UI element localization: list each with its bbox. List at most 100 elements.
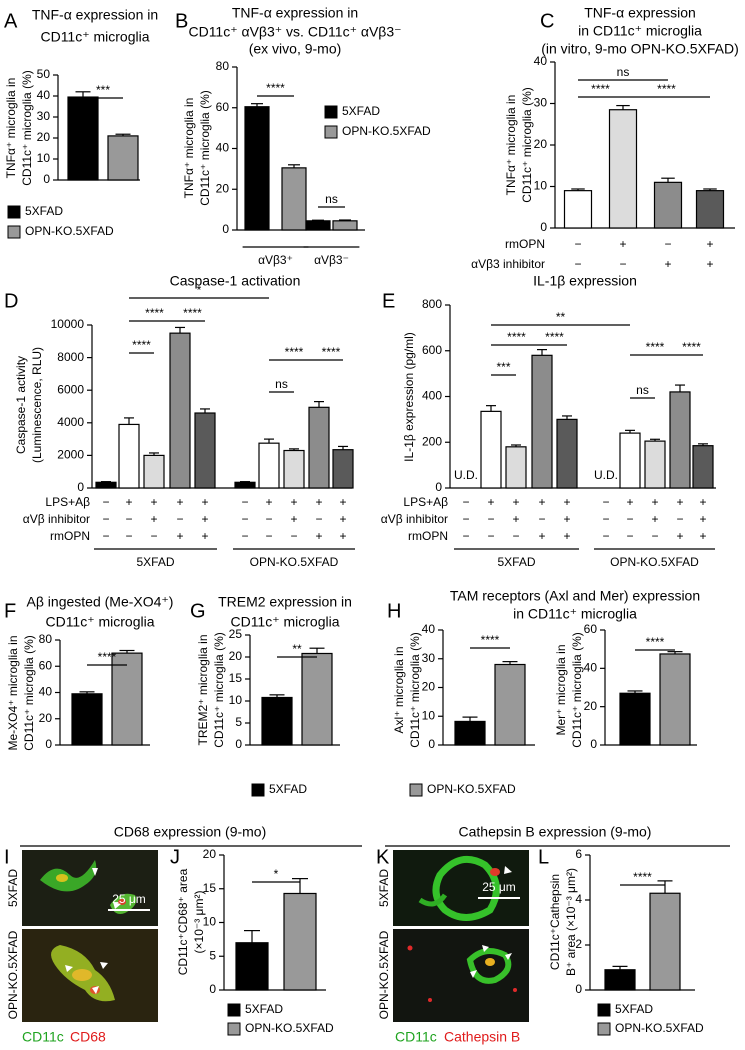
condition-label: LPS+Aβ xyxy=(403,495,448,509)
significance-label: * xyxy=(274,867,279,881)
panel-letter: D xyxy=(4,290,18,312)
condition-mark: + xyxy=(651,512,658,526)
scale-bar-label: 25 μm xyxy=(112,892,146,906)
y-tick-label: 30 xyxy=(534,96,548,110)
condition-mark: + xyxy=(339,512,346,526)
condition-mark: + xyxy=(563,512,570,526)
bar xyxy=(608,109,638,229)
y-tick-label: 20 xyxy=(534,137,548,151)
chart-title: (ex vivo, 9-mo) xyxy=(249,41,342,57)
significance-label: ** xyxy=(556,310,566,324)
y-tick-label: 20 xyxy=(229,649,243,663)
x-tick-label: OPN-KO.5XFAD xyxy=(610,555,699,569)
micrograph xyxy=(22,850,158,1022)
condition-mark: − xyxy=(462,495,469,509)
bar xyxy=(235,942,269,991)
significance-label: **** xyxy=(98,650,117,664)
bar xyxy=(67,96,99,181)
y-axis-label: CD11c⁺CD68⁺ area xyxy=(176,868,190,975)
y-axis-label: CD11c⁺ microglia (%) xyxy=(22,635,36,750)
value-label: U.D. xyxy=(454,468,478,482)
chart-title: in CD11c⁺ microglia xyxy=(513,606,637,622)
condition-mark: − xyxy=(538,512,545,526)
y-axis-label: Me-XO4⁺ microglia in xyxy=(6,635,20,750)
legend-label: 5XFAD xyxy=(342,104,380,118)
bar xyxy=(332,449,354,489)
condition-mark: − xyxy=(626,512,633,526)
condition-mark: + xyxy=(201,529,208,543)
bar xyxy=(604,969,636,991)
condition-mark: − xyxy=(176,512,183,526)
y-axis-label: CD11c⁺ microglia (%) xyxy=(198,90,212,205)
bar xyxy=(107,135,139,181)
bar xyxy=(305,220,331,231)
condition-mark: + xyxy=(290,495,297,509)
legend-label: OPN-KO.5XFAD xyxy=(25,224,114,238)
channel-label: Cathepsin B xyxy=(444,1029,520,1045)
significance-label: * xyxy=(197,283,202,297)
y-tick-label: 30 xyxy=(37,109,51,123)
y-tick-label: 0 xyxy=(435,480,442,494)
y-axis-label: (Luminescence, RLU) xyxy=(30,347,44,463)
x-tick-label: 5XFAD xyxy=(136,555,174,569)
legend-label: 5XFAD xyxy=(269,782,307,796)
legend-swatch xyxy=(324,105,338,119)
significance-label: **** xyxy=(657,82,676,96)
y-tick-label: 0 xyxy=(222,222,229,236)
legend-swatch xyxy=(409,783,423,797)
y-tick-label: 4 xyxy=(575,892,582,906)
y-tick-label: 20 xyxy=(39,711,53,725)
chart-title: CD11c⁺ microglia xyxy=(40,29,149,45)
y-axis-label: (×10⁻³ μm²) xyxy=(192,891,206,954)
condition-mark: + xyxy=(315,495,322,509)
condition-mark: + xyxy=(512,512,519,526)
bar xyxy=(244,106,270,231)
bar xyxy=(308,406,330,489)
y-tick-label: 40 xyxy=(534,54,548,68)
condition-label: αVβ3 inhibitor xyxy=(471,257,545,271)
condition-mark: − xyxy=(315,512,322,526)
condition-mark: − xyxy=(626,529,633,543)
condition-mark: + xyxy=(676,529,683,543)
y-axis-label: TNFα⁺ microglia in xyxy=(182,98,196,199)
condition-mark: − xyxy=(125,529,132,543)
legend-swatch xyxy=(7,205,21,219)
bar xyxy=(454,720,486,746)
bar xyxy=(531,354,553,489)
condition-mark: − xyxy=(602,512,609,526)
condition-mark: + xyxy=(676,495,683,509)
bar xyxy=(261,696,293,746)
y-tick-label: 40 xyxy=(39,685,53,699)
bar xyxy=(143,454,165,489)
condition-mark: − xyxy=(664,237,671,251)
channel-label: CD11c xyxy=(22,1029,64,1045)
bar xyxy=(234,481,256,489)
chart-title: TNF-α expression xyxy=(584,5,696,21)
condition-mark: − xyxy=(241,512,248,526)
panel-letter: K xyxy=(376,846,390,868)
significance-label: **** xyxy=(183,306,202,320)
chart-title: Caspase-1 activation xyxy=(170,273,301,289)
y-axis-label: CD11c⁺ microglia (%) xyxy=(520,87,534,202)
condition-mark: − xyxy=(676,512,683,526)
y-tick-label: 2000 xyxy=(57,448,84,462)
condition-mark: − xyxy=(574,237,581,251)
row-label: 5XFAD xyxy=(377,869,391,907)
row-label: OPN-KO.5XFAD xyxy=(377,930,391,1019)
condition-mark: + xyxy=(619,237,626,251)
chart-title: Aβ ingested (Me-XO4⁺) xyxy=(27,594,174,610)
condition-mark: + xyxy=(339,529,346,543)
legend-swatch xyxy=(251,783,265,797)
micrograph xyxy=(393,850,529,1022)
condition-mark: − xyxy=(602,529,609,543)
condition-mark: − xyxy=(290,529,297,543)
x-tick-label: αVβ3⁻ xyxy=(314,253,349,267)
y-tick-label: 0 xyxy=(575,982,582,996)
y-tick-label: 4000 xyxy=(57,415,84,429)
row-label: 5XFAD xyxy=(6,869,20,907)
section-title: CD68 expression (9-mo) xyxy=(114,824,267,840)
y-tick-label: 6 xyxy=(575,847,582,861)
condition-mark: + xyxy=(651,495,658,509)
bar xyxy=(480,410,502,489)
